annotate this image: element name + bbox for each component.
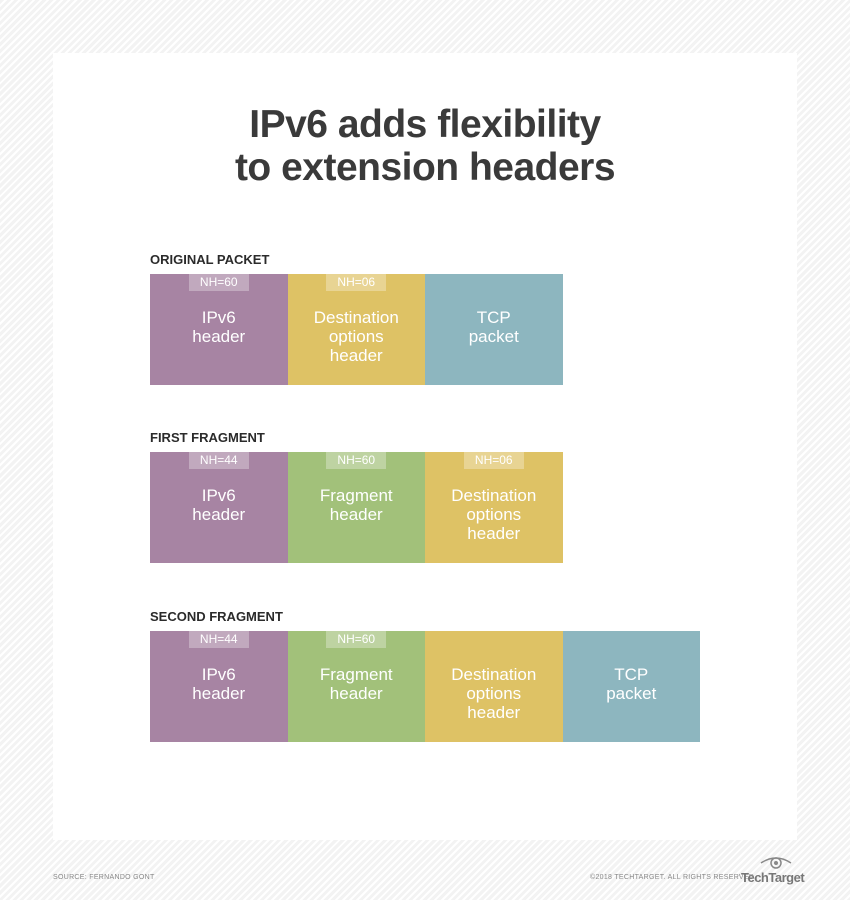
block-label-line: header: [329, 346, 383, 365]
block-label-line: header: [192, 505, 246, 524]
block-label: TCP packet: [563, 665, 701, 703]
techtarget-logo: TechTarget: [741, 856, 805, 885]
next-header-tag: NH=44: [188, 452, 249, 469]
block-label-line: IPv6: [201, 308, 236, 327]
block-label-line: header: [329, 505, 383, 524]
row-label: SECOND FRAGMENT: [150, 609, 283, 624]
block-label: IPv6 header: [150, 308, 288, 346]
next-header-tag: NH=06: [463, 452, 524, 469]
header-block: NH=60 Fragment header: [287, 452, 426, 563]
block-label-line: header: [192, 684, 246, 703]
block-label-line: TCP: [476, 308, 511, 327]
row-label: ORIGINAL PACKET: [150, 252, 270, 267]
block-label-line: IPv6: [201, 486, 236, 505]
title-line-1: IPv6 adds flexibility: [249, 103, 601, 146]
header-block: NH=60 Fragment header: [287, 631, 426, 742]
eye-icon: [760, 857, 792, 869]
block-label: Destination options header: [288, 308, 426, 365]
next-header-tag: NH=44: [188, 631, 249, 648]
block-label: Fragment header: [288, 665, 426, 703]
block-label: Destination options header: [425, 665, 563, 722]
block-label-line: header: [467, 703, 521, 722]
block-label-line: packet: [468, 327, 519, 346]
block-label-line: Destination: [451, 665, 537, 684]
header-block: NH=06 Destination options header: [287, 274, 426, 385]
block-label-line: Destination: [313, 308, 399, 327]
header-block: NH=44 IPv6 header: [150, 631, 288, 742]
header-block: NH=44 IPv6 header: [150, 452, 288, 563]
block-label-line: header: [467, 524, 521, 543]
header-block: Destination options header: [425, 631, 563, 742]
block-label: Destination options header: [425, 486, 563, 543]
block-label-line: header: [192, 327, 246, 346]
header-block: NH=60 IPv6 header: [150, 274, 288, 385]
copyright: ©2018 TECHTARGET. ALL RIGHTS RESERVED: [590, 874, 755, 881]
block-label-line: Fragment: [319, 486, 393, 505]
next-header-tag: NH=06: [326, 274, 387, 291]
packet-row: NH=60 IPv6 header NH=06 Destination options he…: [150, 274, 563, 385]
header-block: NH=06 Destination options header: [425, 452, 563, 563]
next-header-tag: NH=60: [326, 452, 387, 469]
block-label: IPv6 header: [150, 486, 288, 524]
block-label: Fragment header: [288, 486, 426, 524]
block-label-line: options: [328, 327, 384, 346]
block-label-line: Destination: [451, 486, 537, 505]
page-title: IPv6 adds flexibility to extension heade…: [0, 103, 850, 189]
block-label-line: options: [466, 505, 522, 524]
block-label-line: Fragment: [319, 665, 393, 684]
header-block: TCP packet: [425, 274, 563, 385]
block-label-line: IPv6: [201, 665, 236, 684]
block-label-line: TCP: [614, 665, 649, 684]
row-label: FIRST FRAGMENT: [150, 430, 265, 445]
block-label: TCP packet: [425, 308, 563, 346]
block-label-line: options: [466, 684, 522, 703]
packet-row: NH=44 IPv6 header NH=60 Fragment header NH=06 D…: [150, 452, 563, 563]
source-note: SOURCE: FERNANDO GONT: [53, 874, 155, 881]
logo-text: TechTarget: [741, 870, 805, 885]
next-header-tag: NH=60: [188, 274, 249, 291]
block-label-line: header: [329, 684, 383, 703]
block-label: IPv6 header: [150, 665, 288, 703]
header-block: TCP packet: [562, 631, 701, 742]
title-line-2: to extension headers: [234, 146, 616, 189]
block-label-line: packet: [606, 684, 657, 703]
packet-row: NH=44 IPv6 header NH=60 Fragment header Destin…: [150, 631, 700, 742]
next-header-tag: NH=60: [326, 631, 387, 648]
